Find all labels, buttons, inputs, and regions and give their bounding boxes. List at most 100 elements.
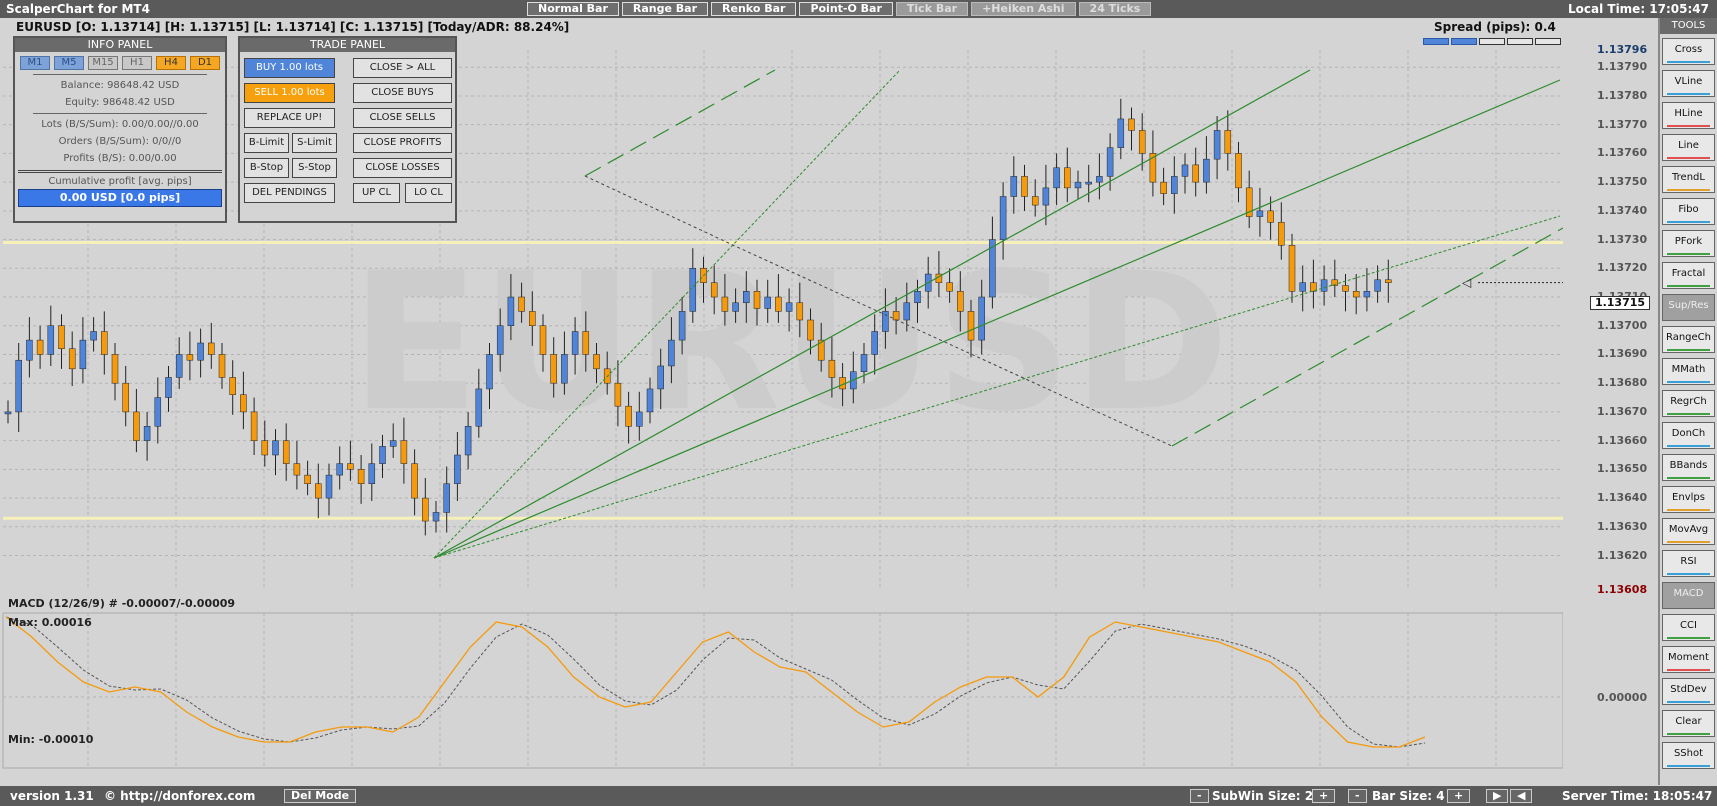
candle-body	[143, 426, 151, 441]
server-time: Server Time: 18:05:47	[1562, 789, 1713, 803]
tool-donch-button[interactable]: DonCh	[1662, 422, 1715, 449]
divider	[18, 170, 222, 173]
candle-body	[486, 354, 493, 390]
tool-vline-button[interactable]: VLine	[1662, 70, 1715, 97]
macd-zero-label: 0.00000	[1597, 691, 1648, 704]
bar-tab[interactable]: Tick Bar	[895, 2, 969, 16]
candle-body	[957, 291, 964, 312]
tool-color-underline	[1667, 189, 1710, 191]
candle-body	[90, 331, 97, 341]
tool-supres-button[interactable]: Sup/Res	[1662, 294, 1715, 321]
delete-pendings-button[interactable]: DEL PENDINGS	[244, 183, 335, 203]
barsize-plus-button[interactable]: +	[1447, 789, 1471, 803]
macd-max: Max: 0.00016	[8, 616, 92, 629]
tool-bbands-button[interactable]: BBands	[1662, 454, 1715, 481]
price-tick-label: 1.13780	[1597, 88, 1648, 102]
close-profits-button[interactable]: CLOSE PROFITS	[353, 133, 452, 153]
low-close-button[interactable]: LO CL	[405, 183, 452, 203]
buy-stop-button[interactable]: B-Stop	[244, 158, 289, 178]
tool-label: BBands	[1669, 460, 1708, 471]
candle-body	[422, 497, 429, 522]
tool-cross-button[interactable]: Cross	[1662, 38, 1715, 65]
bar-tab[interactable]: Renko Bar	[711, 2, 797, 16]
chart-area[interactable]: EURUSD◁◁◁ EURUSD [O: 1.13714] [H: 1.1371…	[0, 18, 1650, 802]
up-close-button[interactable]: UP CL	[353, 183, 400, 203]
timeframe-button[interactable]: D1	[190, 56, 220, 70]
bar-tab[interactable]: Range Bar	[621, 2, 709, 16]
replace-up-button[interactable]: REPLACE UP!	[244, 108, 335, 128]
tools-sidebar: TOOLS Cross VLine HLine Line TrendL Fibo PFork…	[1658, 18, 1717, 785]
subwin-minus-button[interactable]: -	[1190, 789, 1209, 803]
candle-body	[646, 388, 654, 413]
bar-tab[interactable]: Point-O Bar	[799, 2, 893, 16]
candle-body	[1331, 279, 1339, 286]
bar-tab[interactable]: 24 Ticks	[1078, 2, 1152, 16]
candle-body	[68, 348, 76, 370]
tool-trendl-button[interactable]: TrendL	[1662, 166, 1715, 193]
tool-fractal-button[interactable]: Fractal	[1662, 262, 1715, 289]
candle-body	[1160, 181, 1167, 194]
candle-body	[26, 339, 33, 361]
tool-regrch-button[interactable]: RegrCh	[1662, 390, 1715, 417]
tool-macd-button[interactable]: MACD	[1662, 582, 1715, 609]
candle-body	[1192, 164, 1199, 183]
candle-body	[1064, 167, 1071, 189]
candle-body	[432, 512, 440, 522]
website-link[interactable]: © http://donforex.com	[104, 789, 256, 803]
price-tick-label: 1.13760	[1597, 146, 1648, 160]
tool-label: DonCh	[1671, 428, 1706, 439]
info-panel-title: INFO PANEL	[15, 38, 225, 52]
tool-mmath-button[interactable]: MMath	[1662, 358, 1715, 385]
close-buys-button[interactable]: CLOSE BUYS	[353, 83, 452, 103]
macd-header: MACD (12/26/9) # -0.00007/-0.00009	[8, 597, 236, 610]
tool-label: Sup/Res	[1668, 300, 1709, 311]
tool-sshot-button[interactable]: SShot	[1662, 742, 1715, 769]
price-chart[interactable]: EURUSD◁◁◁	[0, 18, 1563, 785]
tool-envlps-button[interactable]: Envlps	[1662, 486, 1715, 513]
tool-moment-button[interactable]: Moment	[1662, 646, 1715, 673]
rewind-icon[interactable]: ◀	[1510, 789, 1533, 803]
buy-limit-button[interactable]: B-Limit	[244, 133, 289, 153]
bar-tab[interactable]: Normal Bar	[527, 2, 619, 16]
tool-rsi-button[interactable]: RSI	[1662, 550, 1715, 577]
close-losses-button[interactable]: CLOSE LOSSES	[353, 158, 452, 178]
candle-body	[1374, 279, 1381, 292]
spread-meter-cell	[1479, 38, 1505, 45]
tool-hline-button[interactable]: HLine	[1662, 102, 1715, 129]
candle-body	[79, 339, 87, 370]
tool-clear-button[interactable]: Clear	[1662, 710, 1715, 737]
channel-dashed-line	[584, 69, 776, 177]
candle-body	[614, 382, 622, 407]
candle-body	[678, 311, 686, 341]
timeframe-button[interactable]: H4	[156, 56, 186, 70]
candle-body	[347, 463, 354, 470]
buy-button[interactable]: BUY 1.00 lots	[244, 58, 335, 78]
tool-label: RSI	[1680, 556, 1697, 567]
sell-stop-button[interactable]: S-Stop	[292, 158, 337, 178]
tool-movavg-button[interactable]: MovAvg	[1662, 518, 1715, 545]
del-mode-button[interactable]: Del Mode	[284, 789, 357, 803]
tool-cci-button[interactable]: CCI	[1662, 614, 1715, 641]
tool-line-button[interactable]: Line	[1662, 134, 1715, 161]
tool-fibo-button[interactable]: Fibo	[1662, 198, 1715, 225]
timeframe-button[interactable]: H1	[122, 56, 152, 70]
close-all-button[interactable]: CLOSE > ALL	[353, 58, 452, 78]
bar-tab[interactable]: +Heiken Ashi	[971, 2, 1076, 16]
candle-body	[914, 291, 921, 304]
sell-limit-button[interactable]: S-Limit	[292, 133, 337, 153]
tool-pfork-button[interactable]: PFork	[1662, 230, 1715, 257]
timeframe-button[interactable]: M1	[20, 56, 50, 70]
candle-body	[1385, 279, 1392, 283]
candle-body	[175, 354, 183, 378]
timeframe-button[interactable]: M5	[54, 56, 84, 70]
tool-rangech-button[interactable]: RangeCh	[1662, 326, 1715, 353]
barsize-minus-button[interactable]: -	[1348, 789, 1367, 803]
sell-button[interactable]: SELL 1.00 lots	[244, 83, 335, 103]
timeframe-button[interactable]: M15	[88, 56, 118, 70]
tool-stddev-button[interactable]: StdDev	[1662, 678, 1715, 705]
tool-color-underline	[1667, 413, 1710, 415]
close-sells-button[interactable]: CLOSE SELLS	[353, 108, 452, 128]
candle-body	[967, 311, 975, 341]
subwin-plus-button[interactable]: +	[1312, 789, 1336, 803]
play-icon[interactable]: ▶	[1486, 789, 1509, 803]
